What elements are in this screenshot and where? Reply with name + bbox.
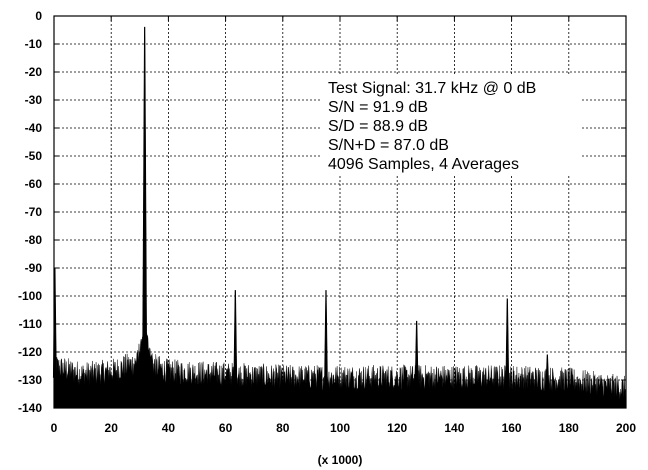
y-tick-label: -60 [25,177,43,191]
x-tick-label: 160 [502,421,522,435]
x-tick-label: 60 [219,421,233,435]
y-tick-label: -130 [18,373,42,387]
y-tick-label: -50 [25,149,43,163]
spectral-peak [233,290,238,387]
x-tick-label: 180 [559,421,579,435]
spectral-peak [324,290,328,389]
annotation-sd: S/D = 88.9 dB [328,118,428,135]
y-tick-label: -100 [18,289,42,303]
x-axis-label: (x 1000) [318,453,363,467]
y-tick-label: -40 [25,121,43,135]
y-tick-label: -90 [25,261,43,275]
y-tick-label: -30 [25,93,43,107]
y-tick-label: -140 [18,401,42,415]
y-tick-label: -70 [25,205,43,219]
spectral-peak [545,354,550,391]
x-tick-label: 40 [162,421,176,435]
noise-floor-area [53,327,627,409]
spectral-peak [142,26,148,377]
y-tick-label: -80 [25,233,43,247]
x-tick-label: 100 [330,421,350,435]
x-tick-label: 80 [276,421,290,435]
spectral-peak [414,320,419,389]
y-tick-label: -110 [19,317,43,331]
y-tick-label: -20 [25,65,43,79]
annotation-snd: S/N+D = 87.0 dB [328,137,449,154]
y-axis-tick-labels: 0 -10 -20 -30 -40 -50 -60 -70 -80 -90 -100 -110 -120… [18,9,42,415]
x-tick-label: 140 [444,421,464,435]
x-tick-label: 200 [616,421,636,435]
y-tick-label: -10 [25,37,43,51]
spectral-peak [505,298,510,389]
y-tick-label: -120 [18,345,42,359]
y-tick-label: 0 [35,9,42,23]
x-tick-label: 120 [387,421,407,435]
x-tick-label: 20 [105,421,119,435]
axis-ticks [53,15,627,409]
x-axis-tick-labels: 0 20 40 60 80 100 120 140 160 180 200 [51,421,637,435]
x-tick-label: 0 [51,421,58,435]
annotation-sn: S/N = 91.9 dB [328,99,428,116]
annotation-background [322,74,580,176]
annotation-test-signal: Test Signal: 31.7 kHz @ 0 dB [328,80,536,97]
annotation-samples: 4096 Samples, 4 Averages [328,156,519,173]
